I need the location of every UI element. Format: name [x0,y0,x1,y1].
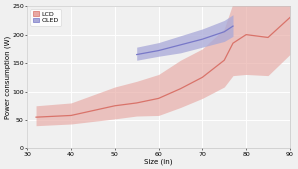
X-axis label: Size (in): Size (in) [144,158,173,165]
Legend: LCD, OLED: LCD, OLED [30,9,61,26]
Y-axis label: Power consumption (W): Power consumption (W) [4,36,11,119]
